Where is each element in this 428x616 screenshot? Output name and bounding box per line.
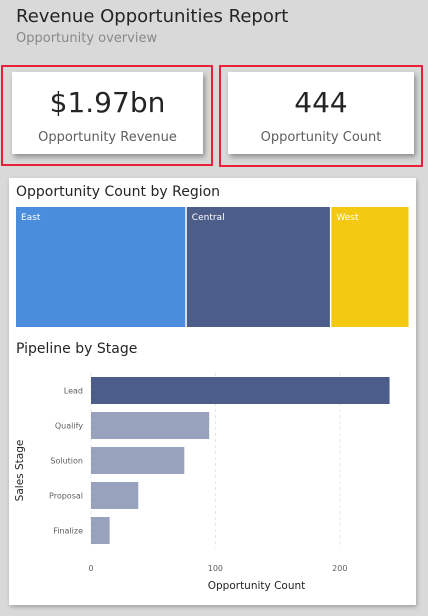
kpi-revenue-label: Opportunity Revenue bbox=[12, 130, 203, 145]
y-tick-label-lead: Lead bbox=[64, 387, 83, 396]
treemap-tile-west[interactable] bbox=[331, 207, 408, 327]
treemap-chart: East Central West bbox=[16, 207, 410, 327]
kpi-card-revenue[interactable]: $1.97bn Opportunity Revenue bbox=[12, 72, 203, 154]
kpi-card-count[interactable]: 444 Opportunity Count bbox=[228, 72, 414, 154]
treemap-label-central: Central bbox=[192, 213, 225, 223]
treemap-title: Opportunity Count by Region bbox=[16, 184, 220, 200]
y-tick-label-finalize: Finalize bbox=[53, 527, 83, 536]
x-tick-label: 100 bbox=[208, 564, 223, 573]
y-tick-label-qualify: Qualify bbox=[55, 422, 83, 431]
treemap-label-west: West bbox=[336, 213, 359, 223]
kpi-revenue-value: $1.97bn bbox=[12, 86, 203, 119]
bar-qualify[interactable] bbox=[91, 412, 209, 439]
y-tick-label-proposal: Proposal bbox=[49, 492, 83, 501]
kpi-count-label: Opportunity Count bbox=[228, 130, 414, 145]
treemap-tile-east[interactable] bbox=[16, 207, 185, 327]
report-subtitle: Opportunity overview bbox=[16, 31, 157, 46]
treemap-tile-central[interactable] bbox=[187, 207, 330, 327]
visual-panel: Opportunity Count by Region East Central W… bbox=[9, 178, 416, 605]
treemap-label-east: East bbox=[21, 213, 41, 223]
bar-chart: 0 100 200 Lead Qualify Solution Proposal Finali… bbox=[9, 363, 416, 603]
kpi-count-value: 444 bbox=[228, 86, 414, 119]
x-tick-label: 0 bbox=[88, 564, 93, 573]
bar-proposal[interactable] bbox=[91, 482, 138, 509]
bar-chart-title: Pipeline by Stage bbox=[16, 341, 137, 357]
report-title: Revenue Opportunities Report bbox=[16, 6, 288, 27]
x-tick-label: 200 bbox=[332, 564, 347, 573]
bar-lead[interactable] bbox=[91, 377, 390, 404]
bar-finalize[interactable] bbox=[91, 517, 110, 544]
y-tick-label-solution: Solution bbox=[50, 457, 83, 466]
bar-solution[interactable] bbox=[91, 447, 184, 474]
x-axis-title: Opportunity Count bbox=[208, 580, 306, 592]
y-axis-title: Sales Stage bbox=[14, 440, 26, 502]
